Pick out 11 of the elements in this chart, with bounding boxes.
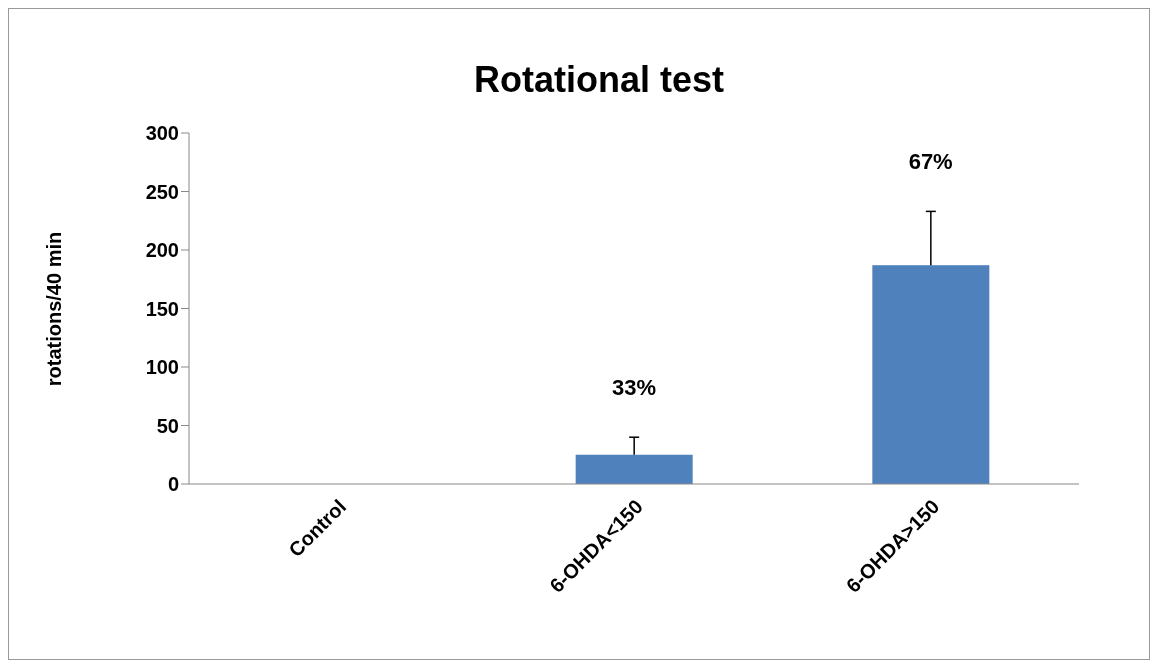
y-tick-label: 250 bbox=[145, 180, 179, 203]
y-tick-label: 50 bbox=[156, 414, 179, 437]
annotation: 33% bbox=[611, 375, 657, 401]
y-tick-label: 200 bbox=[145, 239, 179, 262]
chart-title: Rotational test bbox=[473, 59, 725, 101]
y-tick-label: 300 bbox=[145, 122, 179, 145]
y-tick-label: 150 bbox=[145, 297, 179, 320]
annotation: 67% bbox=[908, 149, 953, 175]
y-axis-title: rotations/40 min bbox=[42, 231, 66, 387]
y-tick-label: 0 bbox=[167, 473, 179, 496]
y-tick-label: 100 bbox=[145, 356, 179, 379]
